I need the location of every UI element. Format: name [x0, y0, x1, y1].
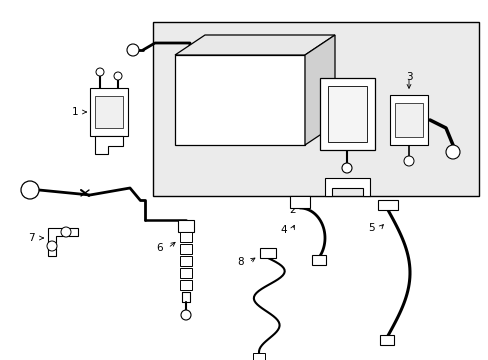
Polygon shape	[319, 78, 374, 150]
Circle shape	[181, 310, 191, 320]
Text: 5: 5	[367, 223, 374, 233]
Text: 4: 4	[280, 225, 286, 235]
Bar	[180, 244, 192, 254]
Text: 3: 3	[405, 72, 411, 82]
Text: 8: 8	[237, 257, 244, 267]
Polygon shape	[389, 95, 427, 145]
Circle shape	[21, 181, 39, 199]
Bar	[289, 196, 309, 208]
Bar	[327, 86, 366, 142]
Circle shape	[445, 145, 459, 159]
Circle shape	[127, 44, 139, 56]
Bar	[379, 335, 393, 345]
Bar	[180, 256, 192, 266]
Polygon shape	[325, 178, 369, 196]
Circle shape	[114, 72, 122, 80]
Bar	[180, 232, 192, 242]
Bar	[178, 220, 194, 232]
Text: 2: 2	[289, 205, 296, 215]
Text: 1: 1	[71, 107, 78, 117]
Bar	[394, 103, 422, 137]
Polygon shape	[95, 136, 123, 154]
Bar	[180, 280, 192, 290]
Bar	[180, 268, 192, 278]
Polygon shape	[175, 35, 334, 55]
Bar	[153, 22, 478, 196]
Bar	[377, 200, 397, 210]
Bar	[252, 353, 264, 360]
Polygon shape	[175, 55, 305, 145]
Bar	[260, 248, 275, 258]
Polygon shape	[48, 228, 78, 256]
Circle shape	[61, 227, 71, 237]
Text: 6: 6	[156, 243, 163, 253]
Circle shape	[403, 156, 413, 166]
Circle shape	[341, 163, 351, 173]
Polygon shape	[305, 35, 334, 145]
Bar	[95, 96, 123, 128]
Polygon shape	[90, 88, 128, 136]
Circle shape	[47, 241, 57, 251]
Bar	[311, 255, 325, 265]
Text: 7: 7	[28, 233, 35, 243]
Circle shape	[96, 68, 104, 76]
